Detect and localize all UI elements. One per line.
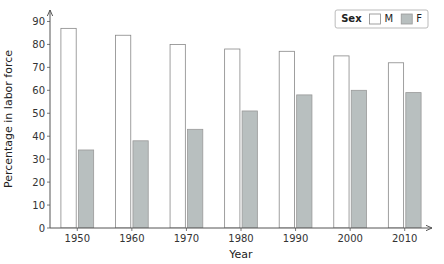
y-tick-label: 60 xyxy=(32,85,45,96)
y-tick-label: 80 xyxy=(32,39,45,50)
y-tick xyxy=(47,67,50,68)
y-tick xyxy=(47,90,50,91)
bars xyxy=(61,28,421,228)
y-tick-label: 70 xyxy=(32,62,45,73)
y-tick-label: 50 xyxy=(32,108,45,119)
y-tick-label: 20 xyxy=(32,177,45,188)
y-tick xyxy=(47,136,50,137)
x-tick xyxy=(77,228,78,231)
bar xyxy=(225,49,240,228)
legend-swatch xyxy=(370,14,381,24)
x-tick xyxy=(404,228,405,231)
y-tick xyxy=(47,44,50,45)
x-tick xyxy=(241,228,242,231)
x-axis-label: Year xyxy=(228,248,253,261)
bar xyxy=(388,63,403,228)
bar xyxy=(351,90,366,228)
y-tick-label: 0 xyxy=(39,223,45,234)
legend-title: Sex xyxy=(341,13,362,24)
y-axis-line xyxy=(50,10,51,228)
y-tick-label: 10 xyxy=(32,200,45,211)
y-tick-label: 30 xyxy=(32,154,45,165)
x-tick-label: 2000 xyxy=(337,233,362,244)
y-tick-label: 40 xyxy=(32,131,45,142)
bar xyxy=(242,111,257,228)
legend: Sex M F xyxy=(335,10,428,28)
bar xyxy=(406,93,421,228)
x-tick-label: 1980 xyxy=(228,233,253,244)
x-tick-label: 1950 xyxy=(65,233,90,244)
bar xyxy=(188,129,203,228)
x-tick xyxy=(186,228,187,231)
x-tick xyxy=(295,228,296,231)
y-tick-label: 90 xyxy=(32,16,45,27)
bar xyxy=(297,95,312,228)
bar xyxy=(170,44,185,228)
bar xyxy=(133,141,148,228)
y-tick xyxy=(47,159,50,160)
y-tick xyxy=(47,113,50,114)
y-tick xyxy=(47,182,50,183)
bar xyxy=(279,51,294,228)
bar xyxy=(115,35,130,228)
x-tick-label: 2010 xyxy=(392,233,417,244)
legend-swatch xyxy=(401,14,412,24)
x-tick-label: 1990 xyxy=(283,233,308,244)
legend-label: F xyxy=(416,13,422,24)
bar xyxy=(61,28,76,228)
y-tick xyxy=(47,228,50,229)
x-tick-label: 1960 xyxy=(119,233,144,244)
x-tick-label: 1970 xyxy=(174,233,199,244)
bar xyxy=(78,150,93,228)
x-tick xyxy=(350,228,351,231)
x-tick xyxy=(131,228,132,231)
chart: 0 10 20 30 40 50 60 70 80 90 1950 1960 1970 1980 1990 2… xyxy=(0,0,444,264)
y-tick xyxy=(47,205,50,206)
bar xyxy=(334,56,349,228)
legend-frame xyxy=(335,10,428,28)
y-axis-label: Percentage in labor force xyxy=(2,50,15,188)
y-tick xyxy=(47,21,50,22)
legend-label: M xyxy=(385,13,394,24)
